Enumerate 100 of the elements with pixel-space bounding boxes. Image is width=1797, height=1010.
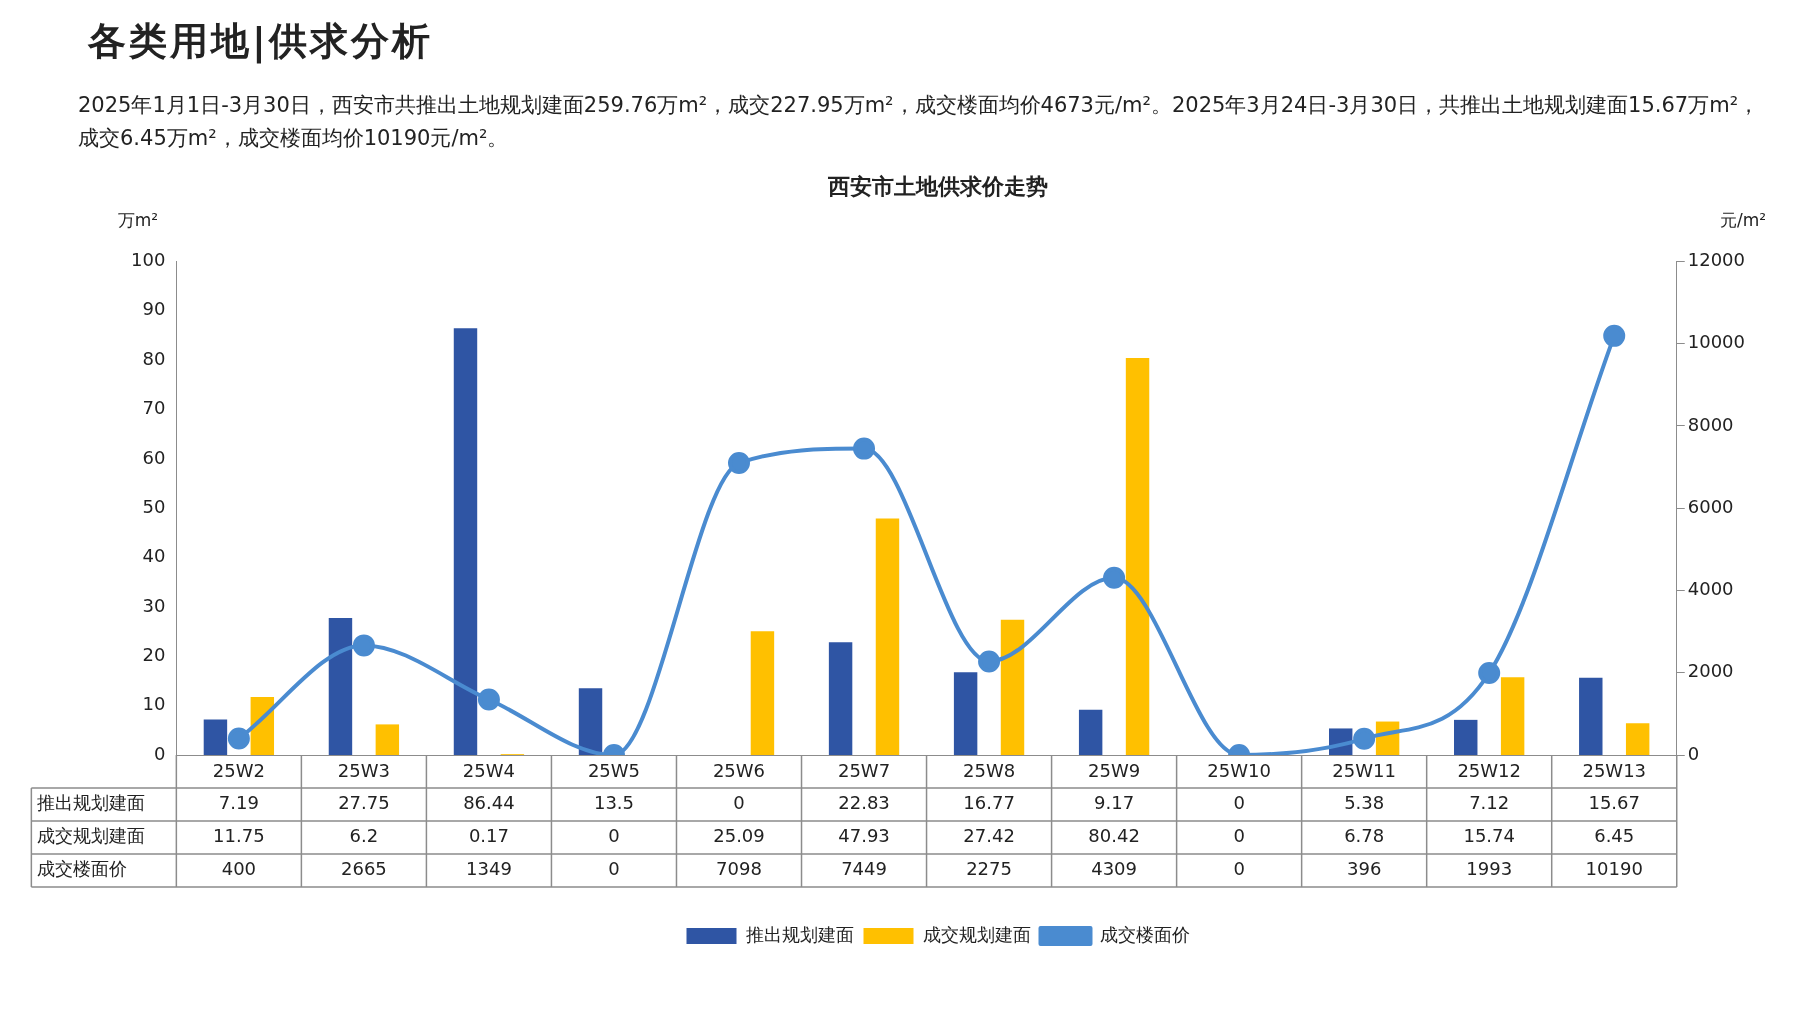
text: 各类用地|供求分析 — [87, 18, 434, 66]
bar — [1454, 719, 1478, 755]
data-label: 10190 — [1585, 858, 1643, 880]
data-label: 4309 — [1091, 858, 1137, 880]
text: 推出规划建面 — [37, 792, 146, 814]
data-label: 9.17 — [1094, 792, 1135, 814]
bar — [1078, 709, 1103, 755]
bar — [578, 688, 603, 755]
point — [1603, 324, 1626, 347]
text: 成交楼面价 — [37, 858, 128, 880]
bar — [953, 672, 978, 755]
data-label: 396 — [1346, 858, 1382, 880]
y2-axis-title: 元/m² — [1719, 209, 1767, 230]
y2-tick-label: 4000 — [1687, 578, 1734, 600]
data-label: 6.45 — [1594, 825, 1635, 847]
data-label: 7449 — [841, 858, 887, 880]
chart-title: 西安市土地供求价走势 — [827, 173, 1048, 199]
data-label: 6.2 — [349, 825, 379, 847]
bar — [328, 618, 353, 755]
y-tick-label: 50 — [142, 495, 166, 517]
data-label: 0 — [733, 792, 745, 814]
point — [1103, 566, 1126, 589]
x-tick-label: 25W5 — [587, 760, 641, 782]
y2-tick-label: 6000 — [1687, 495, 1734, 517]
x-tick-label: 25W10 — [1207, 760, 1271, 782]
legend-label: 成交规划建面 — [922, 923, 1031, 945]
y-tick-label: 20 — [142, 643, 166, 665]
data-label: 0 — [1233, 792, 1245, 814]
legend-label: 推出规划建面 — [745, 923, 854, 945]
x-tick-label: 25W7 — [837, 760, 891, 782]
x-tick-label: 25W12 — [1457, 760, 1521, 782]
data-label: 7.12 — [1469, 792, 1510, 814]
point — [853, 437, 876, 460]
y-tick-label: 100 — [131, 249, 166, 271]
bar — [828, 642, 853, 755]
data-label: 5.38 — [1344, 792, 1385, 814]
legend-label: 成交楼面价 — [1099, 923, 1190, 945]
bar — [1500, 677, 1525, 755]
y-tick-label: 10 — [142, 693, 166, 715]
y2-tick-label: 12000 — [1687, 249, 1745, 271]
y2-tick-label: 8000 — [1687, 413, 1734, 435]
bar — [1000, 619, 1025, 755]
point — [728, 452, 750, 475]
x-tick-label: 25W13 — [1582, 760, 1647, 782]
x-tick-label: 25W3 — [337, 760, 390, 782]
data-label: 6.78 — [1344, 825, 1385, 847]
point — [1353, 727, 1376, 750]
point — [352, 634, 375, 657]
data-label: 1993 — [1466, 858, 1513, 880]
x-tick-label: 25W9 — [1088, 760, 1141, 782]
y-tick-label: 30 — [142, 594, 166, 616]
data-label: 86.44 — [463, 792, 515, 814]
data-label: 22.83 — [838, 792, 890, 814]
y-tick-label: 70 — [142, 397, 166, 419]
point — [1478, 662, 1501, 685]
y-tick-label: 80 — [142, 347, 166, 369]
data-label: 27.75 — [338, 792, 390, 814]
data-label: 16.77 — [963, 792, 1015, 814]
point — [227, 727, 250, 750]
bar — [1625, 723, 1650, 755]
y2-tick-label: 2000 — [1687, 660, 1734, 682]
data-label: 47.93 — [838, 825, 890, 847]
y2-tick-label: 10000 — [1687, 331, 1745, 353]
data-label: 0 — [1233, 858, 1245, 880]
y-tick-label: 40 — [142, 545, 166, 567]
y-tick-label: 0 — [153, 742, 166, 764]
data-label: 15.67 — [1588, 792, 1640, 814]
data-label: 2275 — [966, 858, 1012, 880]
bar — [203, 719, 228, 755]
x-tick-label: 25W8 — [962, 760, 1016, 782]
x-tick-label: 25W2 — [212, 760, 265, 782]
text: 成交规划建面 — [37, 825, 146, 847]
data-label: 27.42 — [963, 825, 1015, 847]
data-label: 7.19 — [218, 792, 259, 814]
y-tick-label: 60 — [142, 446, 166, 468]
x-tick-label: 25W4 — [462, 760, 516, 782]
data-label: 25.09 — [713, 825, 765, 847]
x-tick-label: 25W11 — [1332, 760, 1396, 782]
data-label: 13.5 — [593, 792, 635, 814]
data-label: 1349 — [466, 858, 512, 880]
bar — [375, 724, 400, 755]
data-label: 0 — [608, 825, 620, 847]
point — [477, 688, 500, 711]
y-axis-title: 万m² — [117, 209, 159, 230]
bar — [1125, 358, 1150, 755]
y-tick-label: 90 — [142, 298, 166, 320]
bar — [1579, 677, 1603, 755]
data-label: 2665 — [341, 858, 387, 880]
y2-tick-label: 0 — [1687, 742, 1700, 764]
bar — [750, 631, 775, 755]
bar — [453, 328, 478, 755]
data-label: 11.75 — [213, 825, 265, 847]
point — [978, 650, 1001, 673]
bar — [875, 518, 900, 755]
chart-subtitle: 2025年1月1日-3月30日，西安市共推出土地规划建面259.76万m²，成交227.95万m²，成交楼面均价4673元/m²。2025年3月24日-3月30日，共推出土地规划建面15.67万m²，成交6.45万m²，成交楼面均价10190元/m²。 — [77, 92, 1761, 152]
x-tick-label: 25W6 — [712, 760, 766, 782]
data-label: 400 — [221, 858, 257, 880]
data-label: 0 — [608, 858, 620, 880]
data-label: 15.74 — [1463, 825, 1515, 847]
data-label: 0.17 — [468, 825, 509, 847]
